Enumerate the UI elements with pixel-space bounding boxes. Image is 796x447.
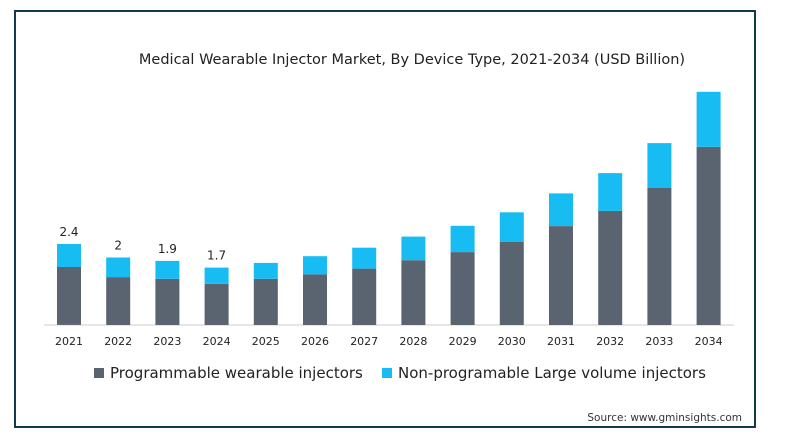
bar-programmable-2021	[57, 266, 81, 325]
bar-non-programable-2028	[401, 236, 426, 261]
bar-programmable-2024	[204, 283, 229, 325]
bar-non-programable-2023	[155, 260, 180, 279]
chart-canvas: Medical Wearable Injector Market, By Dev…	[44, 52, 742, 424]
legend-swatch-programmable	[94, 368, 104, 378]
bar-programmable-2025	[253, 278, 278, 325]
bar-non-programable-2026	[303, 256, 327, 275]
bar-non-programable-2025	[253, 262, 278, 279]
x-tick-label: 2034	[695, 335, 723, 348]
data-label: 1.7	[207, 249, 226, 263]
bar-programmable-2029	[450, 252, 475, 325]
bar-programmable-2028	[401, 260, 426, 325]
legend-swatch-non-programable	[382, 368, 392, 378]
x-tick-label: 2031	[547, 335, 575, 348]
bar-programmable-2030	[499, 242, 524, 325]
x-tick-label: 2026	[301, 335, 329, 348]
chart-title: Medical Wearable Injector Market, By Dev…	[139, 52, 685, 68]
bar-programmable-2026	[303, 274, 327, 325]
x-tick-label: 2023	[153, 335, 181, 348]
bar-non-programable-2021	[57, 244, 81, 267]
x-tick-label: 2030	[498, 335, 526, 348]
bar-non-programable-2027	[352, 247, 377, 269]
bar-non-programable-2031	[549, 193, 573, 227]
legend-label-programmable: Programmable wearable injectors	[110, 364, 363, 382]
x-tick-label: 2029	[449, 335, 477, 348]
x-tick-label: 2021	[55, 335, 83, 348]
bar-programmable-2033	[647, 188, 672, 325]
bar-programmable-2027	[352, 268, 377, 325]
bar-non-programable-2034	[696, 91, 721, 147]
bar-non-programable-2022	[106, 257, 131, 278]
data-label: 2.4	[59, 225, 78, 239]
x-tick-label: 2022	[104, 335, 132, 348]
data-label: 2	[114, 239, 122, 253]
bar-non-programable-2029	[450, 225, 475, 253]
bar-non-programable-2033	[647, 143, 672, 188]
bar-programmable-2034	[696, 146, 721, 325]
source-note: Source: www.gminsights.com	[587, 412, 742, 424]
bar-non-programable-2024	[204, 267, 229, 284]
legend-label-non-programable: Non-programable Large volume injectors	[398, 364, 706, 382]
x-tick-label: 2028	[399, 335, 427, 348]
bar-programmable-2032	[598, 210, 623, 325]
data-label: 1.9	[158, 242, 177, 256]
x-tick-label: 2033	[645, 335, 673, 348]
bar-non-programable-2030	[499, 212, 524, 242]
x-tick-label: 2024	[203, 335, 231, 348]
chart-frame: Medical Wearable Injector Market, By Dev…	[14, 10, 756, 428]
bar-programmable-2022	[106, 277, 131, 325]
x-tick-label: 2025	[252, 335, 280, 348]
legend: Programmable wearable injectors Non-progr…	[94, 364, 706, 382]
x-tick-label: 2027	[350, 335, 378, 348]
bar-non-programable-2032	[598, 173, 623, 211]
bar-programmable-2023	[155, 278, 180, 325]
x-tick-label: 2032	[596, 335, 624, 348]
bar-programmable-2031	[549, 226, 573, 325]
